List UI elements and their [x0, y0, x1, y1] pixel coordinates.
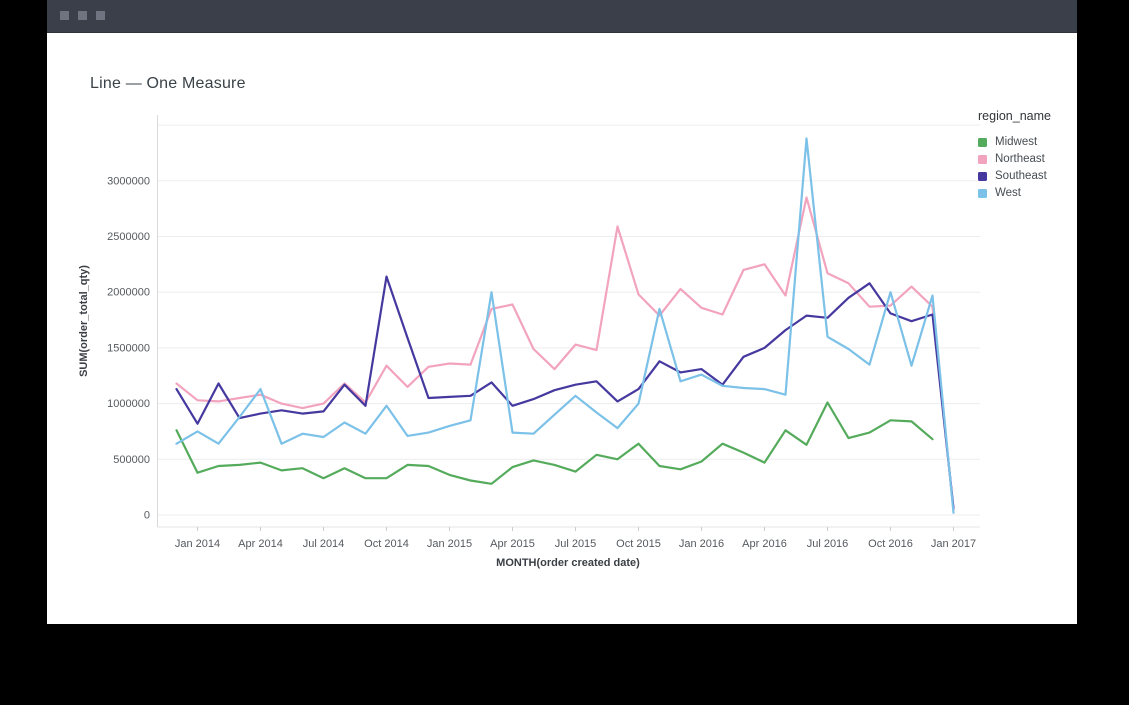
legend: region_name MidwestNortheastSoutheastWes…	[978, 109, 1076, 202]
x-tick-label: Jul 2015	[555, 538, 597, 550]
legend-item-midwest[interactable]: Midwest	[978, 134, 1076, 151]
legend-swatch-icon	[978, 138, 987, 147]
series-line-southeast	[177, 277, 954, 509]
line-chart: 0 500000 1000000 1500000 2000000 2500000 30000…	[47, 33, 1077, 624]
legend-item-southeast[interactable]: Southeast	[978, 168, 1076, 185]
y-tick-label: 2000000	[107, 287, 150, 299]
x-tick-label: Oct 2016	[868, 538, 913, 550]
y-tick-label: 1000000	[107, 398, 150, 410]
x-tick-label: Oct 2015	[616, 538, 661, 550]
y-axis-title: SUM(order_total_qty)	[78, 265, 90, 377]
window-titlebar	[47, 0, 1077, 33]
legend-item-label: Southeast	[995, 168, 1047, 185]
x-tick-label: Jul 2016	[807, 538, 849, 550]
x-tick-label: Jan 2015	[427, 538, 472, 550]
y-tick-label: 1500000	[107, 342, 150, 354]
y-tick-label: 3000000	[107, 175, 150, 187]
legend-swatch-icon	[978, 172, 987, 181]
legend-title: region_name	[978, 109, 1076, 123]
x-axis-title: MONTH(order created date)	[496, 557, 640, 569]
x-tick-label: Jan 2016	[679, 538, 724, 550]
legend-item-northeast[interactable]: Northeast	[978, 151, 1076, 168]
y-tick-label: 2500000	[107, 231, 150, 243]
legend-items: MidwestNortheastSoutheastWest	[978, 134, 1076, 202]
chart-series	[177, 139, 954, 513]
legend-item-label: Midwest	[995, 134, 1037, 151]
x-tick-label: Oct 2014	[364, 538, 409, 550]
chart-card: Line — One Measure 050000010000001500000…	[47, 33, 1077, 624]
window-button-icon[interactable]	[60, 11, 69, 20]
x-tick-label: Jan 2017	[931, 538, 976, 550]
legend-item-label: Northeast	[995, 151, 1045, 168]
series-line-west	[177, 139, 954, 513]
window-button-icon[interactable]	[96, 11, 105, 20]
legend-item-label: West	[995, 185, 1021, 202]
gridlines	[158, 125, 981, 515]
y-tick-label: 500000	[113, 454, 150, 466]
x-tick-label: Apr 2016	[742, 538, 787, 550]
app-window: Line — One Measure 050000010000001500000…	[47, 0, 1077, 624]
x-tick-label: Apr 2015	[490, 538, 535, 550]
x-tick-label: Apr 2014	[238, 538, 283, 550]
axis-tick-labels: 0 500000 1000000 1500000 2000000 2500000 30000…	[107, 175, 976, 550]
legend-swatch-icon	[978, 155, 987, 164]
series-line-northeast	[177, 198, 954, 511]
legend-item-west[interactable]: West	[978, 185, 1076, 202]
x-tick-label: Jan 2014	[175, 538, 220, 550]
x-tick-label: Jul 2014	[303, 538, 345, 550]
screen-background: Line — One Measure 050000010000001500000…	[0, 0, 1129, 705]
window-button-icon[interactable]	[78, 11, 87, 20]
y-tick-label: 0	[144, 510, 150, 522]
legend-swatch-icon	[978, 189, 987, 198]
